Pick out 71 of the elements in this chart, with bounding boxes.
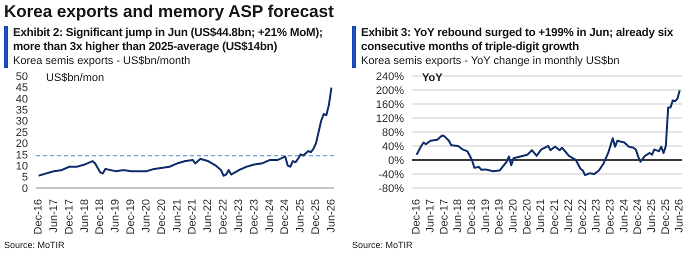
x-tick-label: Jun-24 bbox=[264, 199, 276, 233]
x-tick-label: Jun-17 bbox=[48, 199, 60, 233]
x-tick-label: Dec-21 bbox=[186, 199, 199, 234]
y-axis-title: YoY bbox=[422, 72, 443, 84]
y-tick-label: 10 bbox=[16, 160, 28, 173]
x-tick-label: Dec-22 bbox=[576, 199, 589, 234]
x-tick-label: Jun-18 bbox=[78, 199, 91, 233]
x-tick-label: Jun-21 bbox=[171, 199, 184, 233]
chart-title: Exhibit 2: Significant jump in Jun (US$44.8bn; +21% MoM); more than 3x higher than 2025-average (US$14bn) bbox=[13, 26, 324, 54]
x-tick-label: Dec-16 bbox=[32, 199, 45, 234]
x-tick-label: Jun-25 bbox=[294, 199, 307, 233]
x-tick-label: Jun-22 bbox=[562, 199, 575, 233]
chart-subtitle: Korea semis exports - YoY change in monthly US$bn bbox=[361, 54, 620, 68]
x-tick-label: Jun-21 bbox=[535, 199, 548, 233]
y-tick-label: 20 bbox=[16, 138, 28, 150]
y-tick-label: 40 bbox=[16, 93, 28, 106]
x-tick-label: Jun-24 bbox=[618, 199, 630, 233]
line-series bbox=[416, 89, 681, 176]
x-tick-label: Jun-25 bbox=[646, 199, 658, 233]
x-tick-label: Jun-19 bbox=[110, 199, 122, 233]
x-tick-label: Dec-17 bbox=[438, 199, 450, 234]
x-tick-label: Dec-17 bbox=[63, 199, 76, 234]
y-tick-label: 30 bbox=[16, 116, 28, 128]
chart-title: Exhibit 3: YoY rebound surged to +199% in Jun; already six consecutive months of triple-digit growth bbox=[361, 26, 674, 54]
y-tick-label: 45 bbox=[16, 82, 28, 94]
y-tick-label: 0% bbox=[388, 154, 404, 167]
x-tick-label: Jun-26 bbox=[325, 199, 338, 233]
x-tick-label: Jun-22 bbox=[202, 199, 214, 233]
x-tick-label: Jun-19 bbox=[480, 199, 492, 233]
y-tick-label: 120% bbox=[376, 112, 404, 125]
y-tick-label: 80% bbox=[382, 126, 404, 139]
x-tick-label: Dec-18 bbox=[94, 199, 106, 234]
x-tick-label: Jun-23 bbox=[232, 199, 245, 233]
x-tick-label: Dec-20 bbox=[521, 199, 534, 234]
x-tick-label: Dec-16 bbox=[410, 199, 423, 234]
text: Korea exports and memory ASP forecast bbox=[4, 2, 334, 22]
x-tick-label: Jun-17 bbox=[424, 199, 436, 233]
y-tick-label: 5 bbox=[22, 172, 28, 184]
y-tick-label: 35 bbox=[16, 104, 28, 117]
y-tick-label: 200% bbox=[376, 84, 404, 97]
x-tick-label: Jun-20 bbox=[508, 199, 520, 233]
y-axis-title: US$bn/mon bbox=[46, 72, 104, 84]
x-tick-label: Dec-23 bbox=[248, 199, 260, 234]
chart-subtitle: Korea semis exports - US$bn/month bbox=[13, 54, 192, 68]
y-tick-label: -40% bbox=[378, 168, 404, 181]
y-tick-label: 40% bbox=[382, 140, 404, 153]
y-tick-label: 25 bbox=[16, 126, 28, 139]
x-tick-label: Dec-19 bbox=[494, 199, 506, 234]
source-note: Source: MoTIR bbox=[352, 240, 414, 250]
line-series bbox=[38, 86, 332, 177]
x-tick-label: Dec-22 bbox=[218, 199, 230, 234]
x-tick-label: Jun-26 bbox=[674, 199, 686, 233]
y-tick-label: 240% bbox=[376, 70, 404, 83]
x-tick-label: Dec-25 bbox=[660, 199, 672, 234]
x-tick-label: Jun-23 bbox=[590, 199, 603, 233]
x-tick-label: Jun-20 bbox=[140, 199, 152, 233]
x-tick-label: Dec-18 bbox=[466, 199, 478, 234]
x-tick-label: Dec-21 bbox=[549, 199, 562, 234]
y-tick-label: 15 bbox=[16, 149, 28, 162]
y-tick-label: 160% bbox=[376, 98, 404, 111]
y-tick-label: 0 bbox=[22, 182, 28, 195]
y-tick-label: -80% bbox=[378, 182, 404, 195]
x-tick-label: Dec-23 bbox=[604, 199, 616, 234]
x-tick-label: Jun-18 bbox=[452, 199, 464, 233]
y-tick-label: 50 bbox=[16, 70, 28, 83]
x-tick-label: Dec-24 bbox=[632, 199, 644, 234]
source-note: Source: MoTIR bbox=[4, 240, 66, 250]
x-tick-label: Dec-25 bbox=[310, 199, 322, 234]
x-tick-label: Dec-19 bbox=[125, 199, 138, 234]
x-tick-label: Dec-20 bbox=[156, 199, 168, 234]
x-tick-label: Dec-24 bbox=[279, 199, 292, 234]
